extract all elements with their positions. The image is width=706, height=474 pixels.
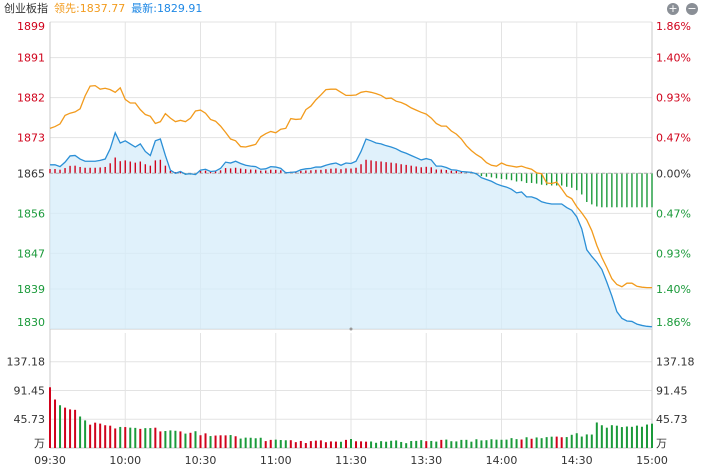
price-tick-label: 1847 [17,247,45,260]
percent-tick-label: 0.00% [656,167,691,180]
price-tick-label: 1899 [17,20,45,33]
lead-value: 1837.77 [79,2,126,15]
area-layer [50,132,652,329]
plus-icon: + [668,2,678,15]
time-tick-label: 11:00 [260,454,292,467]
index-area [50,132,652,329]
price-tick-label: 1891 [17,52,45,65]
volume-tick-label-right: 137.18 [656,356,695,369]
lead-readout: 领先:1837.77 [54,0,125,18]
time-tick-label: 13:30 [410,454,442,467]
volume-tick-label-right: 45.73 [656,413,688,426]
time-tick-label: 10:00 [109,454,141,467]
latest-value: 1829.91 [156,2,203,15]
midday-marker [349,327,353,331]
volume-tick-label-left: 45.73 [14,413,46,426]
index-name: 创业板指 [4,2,48,15]
volume-bars [49,387,653,448]
latest-readout: 最新:1829.91 [131,0,202,18]
volume-unit-right: 万 [656,437,667,450]
price-tick-label: 1830 [17,316,45,329]
minus-icon: − [687,2,697,15]
percent-tick-label: 0.47% [656,132,691,145]
time-tick-label: 14:00 [486,454,518,467]
percent-tick-label: 1.40% [656,283,691,296]
index-line [50,131,653,328]
volume-tick-label-right: 91.45 [656,385,688,398]
price-tick-label: 1856 [17,207,45,220]
percent-tick-label: 0.47% [656,207,691,220]
time-tick-label: 15:00 [636,454,668,467]
volume-tick-label-left: 137.18 [7,356,46,369]
percent-tick-label: 0.93% [656,247,691,260]
percent-tick-label: 0.93% [656,92,691,105]
volume-unit-left: 万 [34,437,45,450]
latest-label: 最新: [131,2,157,15]
percent-tick-label: 1.40% [656,52,691,65]
time-tick-label: 11:30 [335,454,367,467]
zoom-in-button[interactable]: + [667,3,679,15]
percent-tick-label: 1.86% [656,20,691,33]
time-tick-label: 09:30 [34,454,66,467]
price-tick-label: 1873 [17,132,45,145]
series-lines [49,84,653,331]
zoom-out-button[interactable]: − [686,3,698,15]
time-tick-label: 10:30 [185,454,217,467]
percent-tick-label: 1.86% [656,316,691,329]
axis-labels: 1899 1891 1882 1873 1865 1856 1847 1839 1830 1.86… [7,20,695,467]
lead-label: 领先: [54,2,80,15]
price-tick-label: 1865 [17,167,45,180]
time-tick-label: 14:30 [561,454,593,467]
lead-line [49,84,652,289]
chart-header: 创业板指 领先:1837.77 最新:1829.91 [0,0,706,20]
volume-tick-label-left: 91.45 [14,385,46,398]
price-tick-label: 1882 [17,92,45,105]
price-tick-label: 1839 [17,283,45,296]
